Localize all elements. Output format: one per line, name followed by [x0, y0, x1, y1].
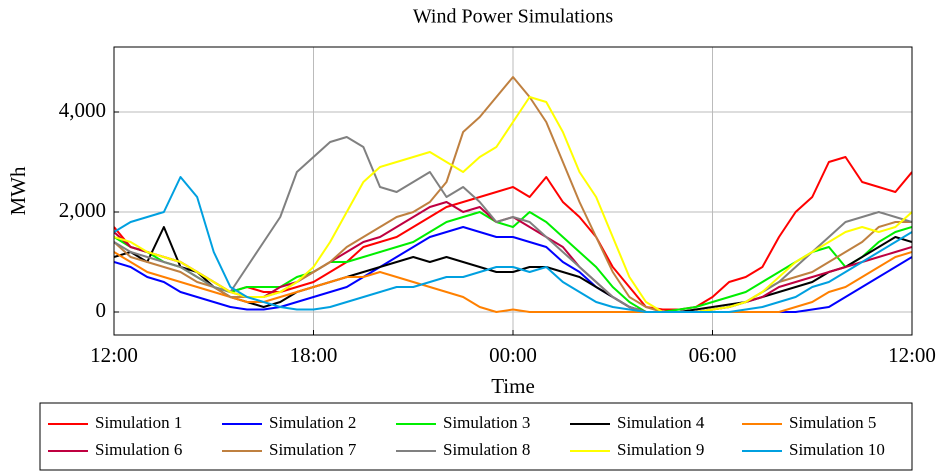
- series-line: [114, 176, 912, 313]
- y-tick-label: 2,000: [59, 198, 106, 222]
- legend-entries: Simulation 1 Simulation 2 Simulation 3 Simu…: [48, 413, 885, 459]
- legend-label: Simulation 10: [789, 440, 885, 459]
- y-axis-label: MWh: [6, 166, 30, 215]
- series-line: [114, 136, 912, 313]
- lines: [114, 76, 912, 313]
- series-line: [114, 211, 912, 313]
- y-tick-label: 0: [96, 298, 107, 322]
- x-tick-label: 00:00: [489, 343, 537, 367]
- legend-label: Simulation 3: [443, 413, 530, 432]
- x-tick-label: 12:00: [888, 343, 936, 367]
- legend-label: Simulation 5: [789, 413, 876, 432]
- x-tick-label: 06:00: [689, 343, 737, 367]
- legend-label: Simulation 2: [269, 413, 356, 432]
- series-line: [114, 251, 912, 313]
- legend-label: Simulation 7: [269, 440, 357, 459]
- y-tick-label: 4,000: [59, 98, 106, 122]
- legend: [39, 402, 913, 471]
- x-tick-label: 12:00: [90, 343, 138, 367]
- chart-title: Wind Power Simulations: [413, 6, 614, 28]
- legend-label: Simulation 1: [95, 413, 182, 432]
- legend-label: Simulation 8: [443, 440, 530, 459]
- x-tick-label: 18:00: [290, 343, 338, 367]
- legend-label: Simulation 4: [617, 413, 705, 432]
- legend-label: Simulation 9: [617, 440, 704, 459]
- x-axis-label: Time: [491, 374, 535, 398]
- legend-label: Simulation 6: [95, 440, 182, 459]
